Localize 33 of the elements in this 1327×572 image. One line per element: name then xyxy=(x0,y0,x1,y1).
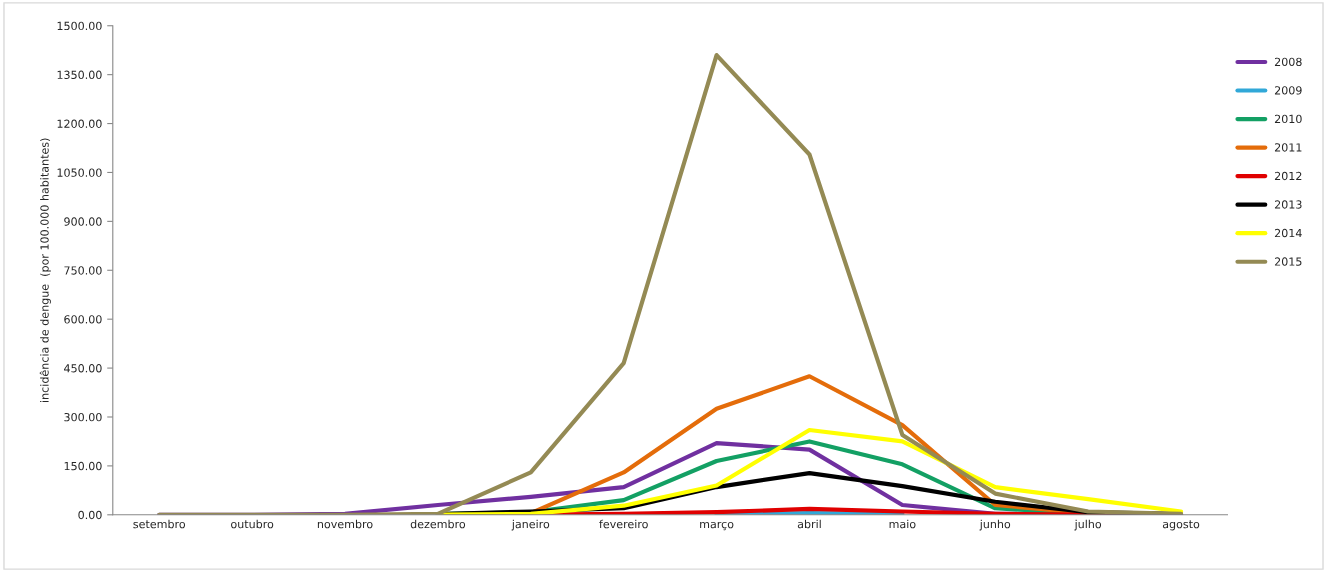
legend-label: 2010 xyxy=(1274,114,1302,124)
y-tick-label: 600.00 xyxy=(64,315,102,324)
legend-label: 2011 xyxy=(1274,143,1302,152)
x-tick-label: novembro xyxy=(317,519,373,529)
x-tick-label: julho xyxy=(1074,519,1102,531)
x-tick-label: fevereiro xyxy=(599,519,648,529)
legend-label: 2013 xyxy=(1274,200,1302,209)
y-tick-label: 750.00 xyxy=(64,266,102,275)
x-tick-label: setembro xyxy=(133,519,186,529)
legend-label: 2014 xyxy=(1274,228,1302,238)
legend-label: 2015 xyxy=(1274,257,1302,266)
legend-label: 2012 xyxy=(1274,171,1302,181)
y-tick-label: 900.00 xyxy=(64,217,102,226)
x-tick-label: dezembro xyxy=(410,519,466,529)
legend-label: 2009 xyxy=(1274,86,1302,95)
y-tick-label: 1200.00 xyxy=(57,119,102,128)
y-tick-label: 300.00 xyxy=(64,412,102,422)
y-tick-label: 150.00 xyxy=(64,461,102,471)
x-tick-label: agosto xyxy=(1162,520,1200,531)
line-series xyxy=(157,52,1184,515)
legend-label: 2008 xyxy=(1274,57,1302,67)
y-tick-label: 0.00 xyxy=(78,510,102,520)
y-axis-title: incidência de dengue (por 100.000 habitantes) xyxy=(39,138,51,402)
y-tick-label: 1050.00 xyxy=(57,168,102,177)
y-tick-label: 1350.00 xyxy=(57,70,102,80)
x-tick-label: outubro xyxy=(231,519,274,529)
x-tick-label: janeiro xyxy=(511,519,550,531)
x-tick-label: maio xyxy=(889,519,916,529)
y-tick-label: 450.00 xyxy=(64,364,102,373)
x-tick-label: março xyxy=(700,521,734,531)
x-tick-label: junho xyxy=(979,519,1011,531)
y-tick-label: 1500.00 xyxy=(57,21,102,31)
x-tick-label: abril xyxy=(797,519,821,529)
